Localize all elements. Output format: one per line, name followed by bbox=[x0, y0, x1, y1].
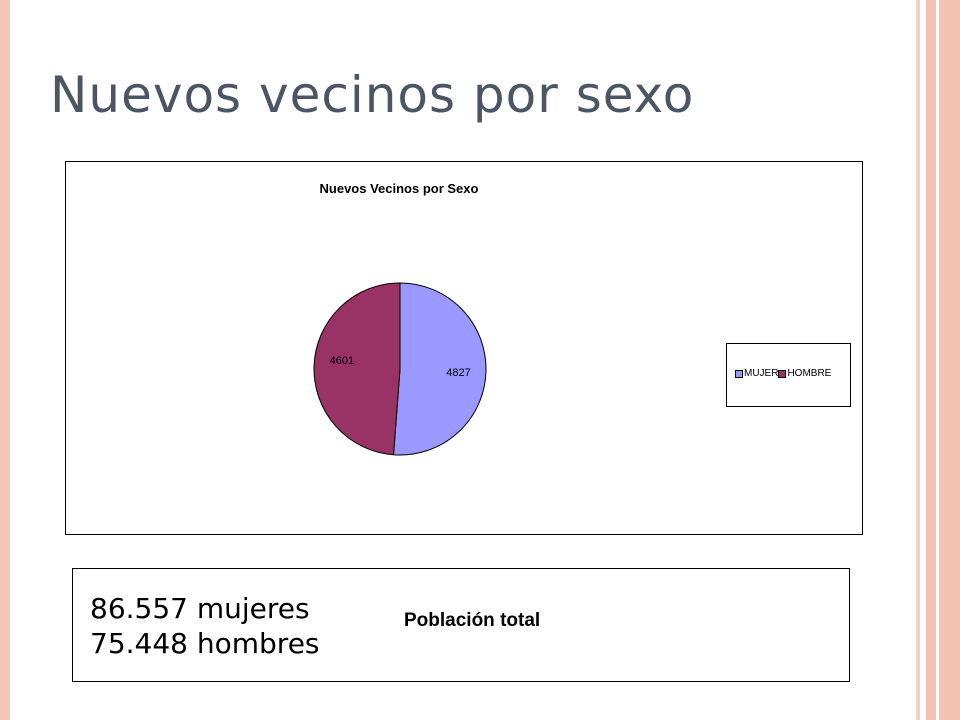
left-border-decoration bbox=[0, 0, 10, 720]
legend-swatch bbox=[778, 369, 787, 378]
right-stripes-decoration bbox=[916, 0, 960, 720]
slide-title: Nuevos vecinos por sexo bbox=[50, 66, 695, 124]
pie-chart-frame: Nuevos Vecinos por Sexo 4827 4601 MUJER HO… bbox=[65, 161, 863, 535]
population-box: 86.557 mujeres 75.448 hombres Población … bbox=[72, 568, 850, 682]
population-men: 75.448 hombres bbox=[90, 627, 320, 660]
population-women: 86.557 mujeres bbox=[90, 592, 310, 625]
data-label-mujer: 4827 bbox=[446, 367, 470, 379]
pie-slices bbox=[313, 282, 487, 456]
population-label: Población total bbox=[404, 610, 541, 631]
data-label-hombre: 4601 bbox=[330, 355, 354, 367]
pie-slice-hombre bbox=[313, 282, 401, 456]
population-lines: 86.557 mujeres 75.448 hombres bbox=[90, 591, 320, 661]
chart-title: Nuevos Vecinos por Sexo bbox=[320, 181, 479, 196]
legend-label: HOMBRE bbox=[787, 368, 832, 379]
pie-slice-mujer bbox=[392, 282, 487, 456]
chart-legend: MUJER HOMBRE bbox=[726, 343, 851, 407]
legend-item-mujer: MUJER bbox=[735, 368, 778, 379]
legend-items: MUJER HOMBRE bbox=[735, 368, 831, 379]
pie-data-labels: 4827 4601 bbox=[330, 355, 471, 379]
pie-chart: Nuevos Vecinos por Sexo 4827 4601 bbox=[313, 181, 487, 456]
legend-item-hombre: HOMBRE bbox=[778, 368, 831, 379]
legend-swatch bbox=[735, 369, 743, 378]
legend-label: MUJER bbox=[744, 368, 779, 379]
